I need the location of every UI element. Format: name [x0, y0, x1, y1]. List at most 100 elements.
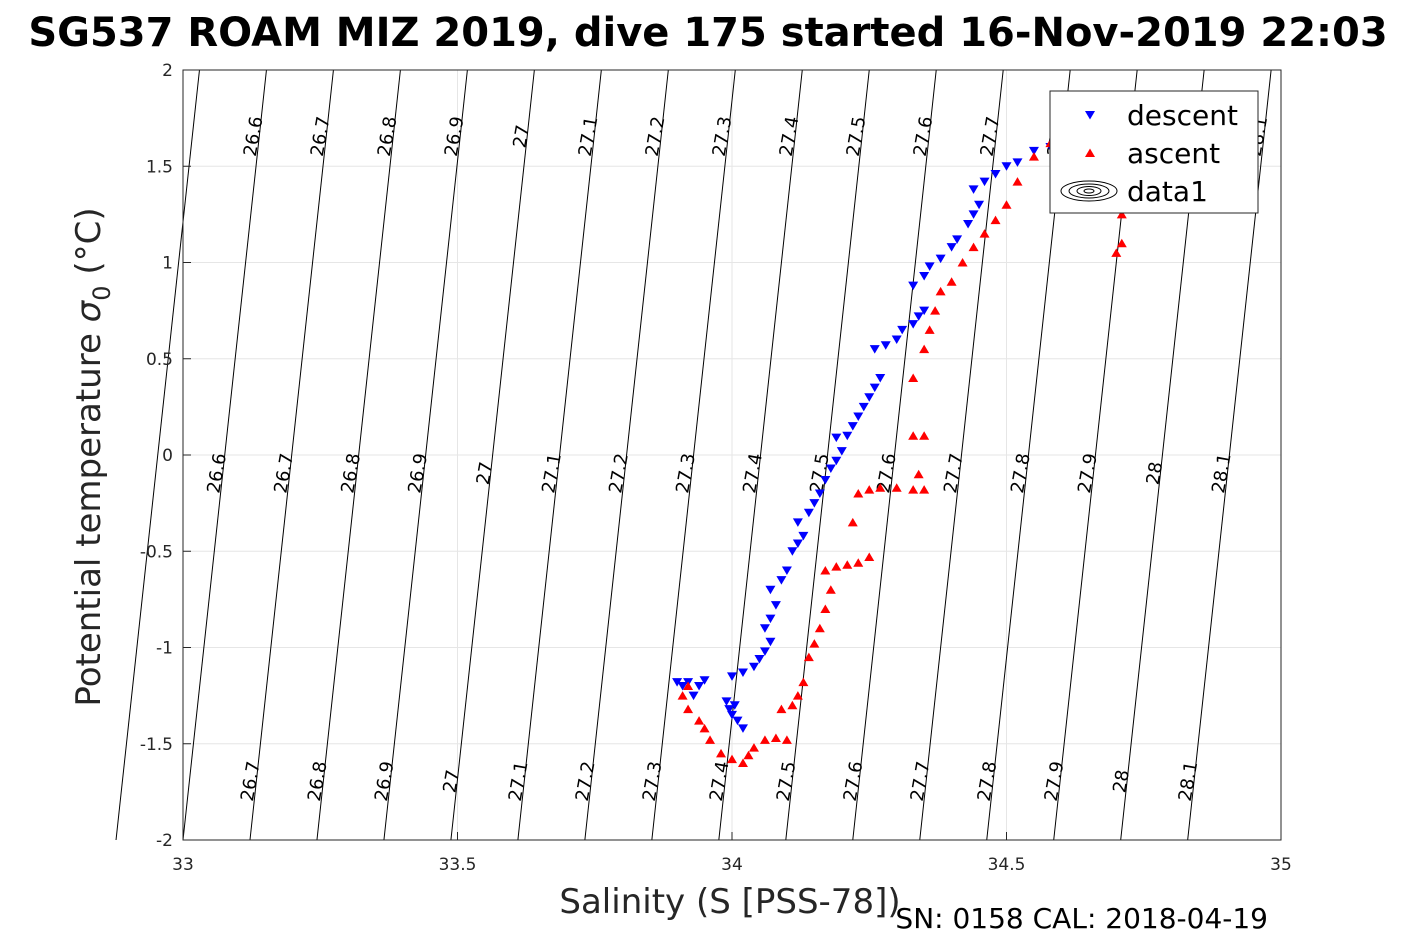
y-tick-label: 1.5 — [146, 157, 173, 177]
descent-point — [924, 262, 935, 271]
descent-point — [831, 433, 842, 443]
contour-label: 28 — [1143, 460, 1168, 486]
descent-point — [792, 539, 803, 549]
ascent-point — [820, 604, 831, 613]
isopycnal-line — [316, 69, 401, 841]
descent-point — [963, 220, 974, 229]
descent-point — [1028, 146, 1039, 156]
ascent-point — [683, 704, 694, 714]
ascent-point — [705, 735, 716, 744]
ascent-point — [1028, 152, 1039, 161]
isopycnal-line — [785, 69, 870, 841]
contour-legend-icon — [1060, 180, 1118, 202]
descent-point — [729, 701, 740, 710]
isopycnal-line — [919, 69, 1004, 841]
descent-series — [672, 131, 1100, 733]
ascent-point — [990, 215, 1001, 225]
descent-point — [694, 682, 705, 691]
descent-point — [770, 601, 781, 610]
isopycnal-line — [852, 69, 937, 841]
ascent-point — [891, 483, 902, 492]
ascent-point — [694, 716, 705, 725]
ascent-point — [908, 373, 919, 382]
y-tick-label: -1.5 — [140, 735, 173, 755]
descent-point — [765, 585, 776, 595]
legend-label-data1: data1 — [1127, 175, 1208, 208]
ascent-point — [924, 325, 935, 334]
isopycnal-line — [584, 69, 669, 841]
legend-label-ascent: ascent — [1127, 137, 1220, 170]
ascent-point — [919, 344, 930, 354]
ascent-point — [798, 677, 809, 687]
ascent-point — [825, 585, 836, 594]
descent-point — [721, 697, 732, 706]
descent-point — [677, 682, 688, 691]
x-tick-label: 33.5 — [439, 855, 477, 875]
descent-point — [836, 447, 847, 456]
y-tick-label: -1 — [156, 639, 173, 659]
descent-point — [831, 456, 842, 466]
ascent-point — [908, 485, 919, 494]
ascent-point — [853, 489, 864, 498]
descent-point — [946, 243, 957, 252]
ascent-point — [743, 750, 754, 760]
ascent-point — [814, 623, 825, 633]
descent-point — [803, 508, 814, 518]
y-axis-ticks: -2 -1.5 -1 -0.5 0 0.5 1 1.5 2 — [140, 61, 191, 851]
y-tick-label: 0 — [162, 446, 173, 466]
descent-point — [842, 431, 853, 441]
ascent-point — [831, 562, 842, 571]
isopycnal-line — [249, 69, 334, 841]
legend-label-descent: descent — [1127, 99, 1238, 132]
descent-point — [754, 655, 765, 664]
ascent-point — [1001, 200, 1012, 209]
x-tick-label: 34 — [721, 855, 743, 875]
descent-point — [919, 271, 930, 281]
ascent-point — [957, 258, 968, 267]
ascent-point — [1111, 248, 1122, 257]
contour-label: 28 — [1109, 768, 1134, 794]
descent-point — [1001, 162, 1012, 171]
isopycnal-line — [115, 69, 200, 841]
ascent-point — [781, 735, 792, 744]
contour-legend-icon — [1076, 186, 1102, 196]
descent-point — [672, 678, 683, 687]
isopycnal-line — [450, 69, 535, 841]
descent-point — [748, 662, 759, 672]
y-axis-label: Potential temperature σ0 (°C) — [69, 207, 116, 706]
ascent-point — [803, 652, 814, 662]
descent-point — [814, 489, 825, 498]
x-axis-label: Salinity (S [PSS-78]) — [559, 882, 900, 922]
chart-title: SG537 ROAM MIZ 2019, dive 175 started 16… — [28, 10, 1387, 56]
descent-point — [990, 169, 1001, 179]
contour-legend-icon — [1068, 183, 1110, 199]
descent-point — [809, 499, 820, 508]
calibration-footer: SN: 0158 CAL: 2018-04-19 — [895, 902, 1268, 935]
ascent-point — [1116, 238, 1127, 248]
ascent-point — [683, 681, 694, 690]
isopycnal-line — [383, 69, 468, 841]
ascent-point — [946, 277, 957, 286]
ascent-point — [776, 704, 787, 714]
descent-point — [869, 383, 880, 393]
descent-point — [968, 210, 979, 219]
descent-point — [699, 676, 710, 685]
descent-point — [792, 518, 803, 527]
descent-point — [759, 647, 770, 656]
descent-point — [727, 710, 737, 720]
descent-point — [820, 476, 831, 485]
x-axis-ticks: 33 33.5 34 34.5 35 — [172, 832, 1292, 875]
descent-point — [1012, 158, 1023, 167]
descent-point — [853, 412, 864, 421]
ascent-point — [908, 431, 919, 440]
ascent-point — [935, 286, 946, 296]
descent-point — [913, 312, 924, 321]
descent-point — [908, 281, 919, 291]
descent-point — [919, 306, 930, 316]
ascent-point — [847, 517, 858, 527]
descent-point — [765, 637, 776, 647]
descent-point — [732, 716, 743, 726]
descent-point — [781, 566, 792, 575]
ascent-point — [809, 639, 820, 648]
